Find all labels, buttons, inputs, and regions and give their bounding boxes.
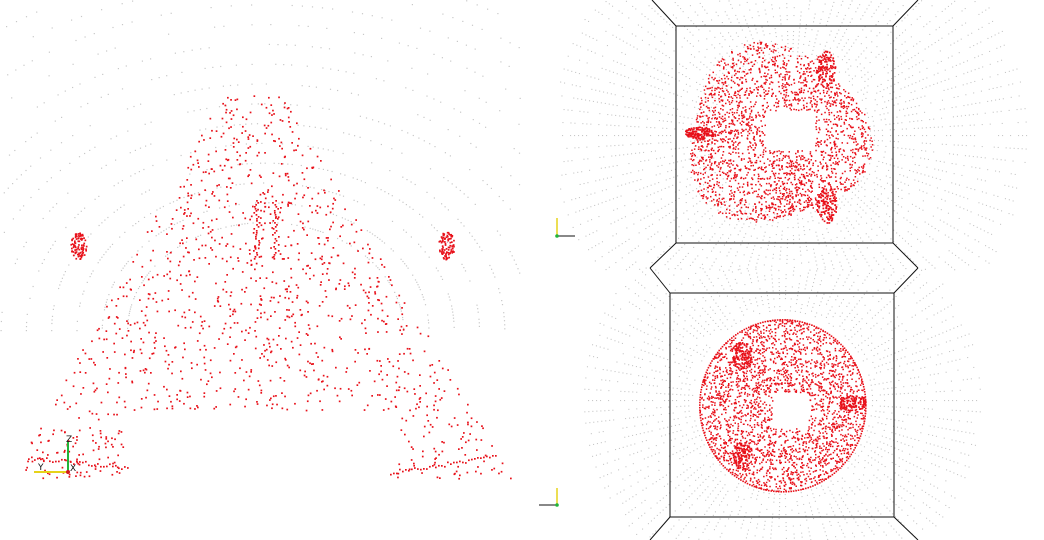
axis-x-label: X	[70, 464, 76, 474]
valve-top-view-point-cloud	[685, 41, 874, 224]
orientation-axes-middle-bottom	[539, 488, 559, 507]
valve-bottom-view-point-cloud	[699, 319, 867, 493]
orientation-axes-left: Z Y X	[34, 435, 76, 474]
bottom-right-viewport[interactable]	[649, 267, 919, 540]
valve-front-view-point-cloud	[25, 95, 512, 480]
top-right-frame	[649, 0, 919, 269]
axis-z-label: Z	[66, 435, 72, 445]
axis-y-label: Y	[37, 463, 44, 473]
bottom-right-frame	[649, 267, 919, 540]
axis-origin	[66, 470, 70, 474]
orientation-axes-middle-top	[555, 218, 575, 238]
top-right-viewport[interactable]	[649, 0, 919, 269]
left-viewport[interactable]: Z Y X	[25, 95, 512, 480]
